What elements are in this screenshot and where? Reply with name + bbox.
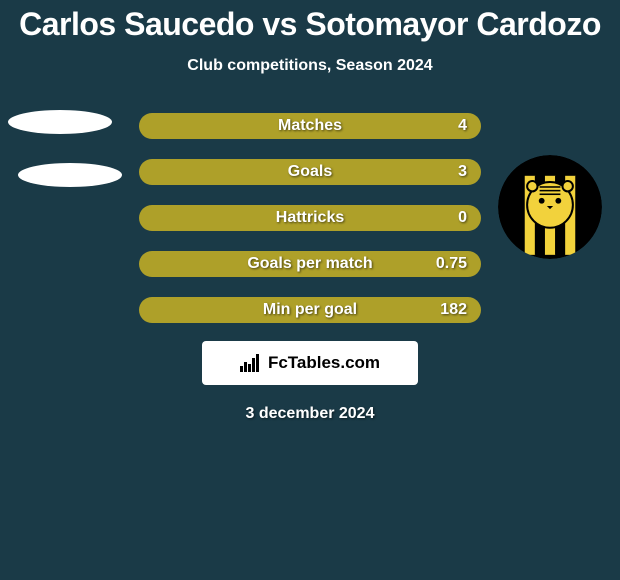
stat-label: Goals [288, 163, 332, 181]
stat-row: Goals per match 0.75 [139, 251, 481, 277]
stat-row: Min per goal 182 [139, 297, 481, 323]
stat-row: Matches 4 [139, 113, 481, 139]
stat-label: Goals per match [247, 255, 372, 273]
barchart-icon [240, 354, 262, 372]
stat-label: Matches [278, 117, 342, 135]
stat-value: 4 [458, 117, 467, 135]
stat-value: 3 [458, 163, 467, 181]
club-badge: HE STRONGES [498, 155, 602, 259]
stat-value: 0 [458, 209, 467, 227]
stat-value: 182 [440, 301, 467, 319]
player-photo-placeholder [8, 110, 112, 134]
stat-bars: Matches 4 Goals 3 Hattricks 0 Goals per match 0… [139, 113, 481, 323]
brand-text: FcTables.com [268, 353, 380, 373]
brand-box: FcTables.com [202, 341, 418, 385]
stat-label: Min per goal [263, 301, 357, 319]
date-text: 3 december 2024 [0, 405, 620, 423]
stats-arena: HE STRONGES Matches 4 Goals 3 Hattricks 0 Goal… [0, 113, 620, 323]
subtitle: Club competitions, Season 2024 [0, 57, 620, 75]
page-title: Carlos Saucedo vs Sotomayor Cardozo [0, 6, 620, 43]
stat-row: Hattricks 0 [139, 205, 481, 231]
stat-label: Hattricks [276, 209, 344, 227]
stat-value: 0.75 [436, 255, 467, 273]
player-photo-placeholder [18, 163, 122, 187]
stat-row: Goals 3 [139, 159, 481, 185]
comparison-infographic: Carlos Saucedo vs Sotomayor Cardozo Club… [0, 0, 620, 580]
